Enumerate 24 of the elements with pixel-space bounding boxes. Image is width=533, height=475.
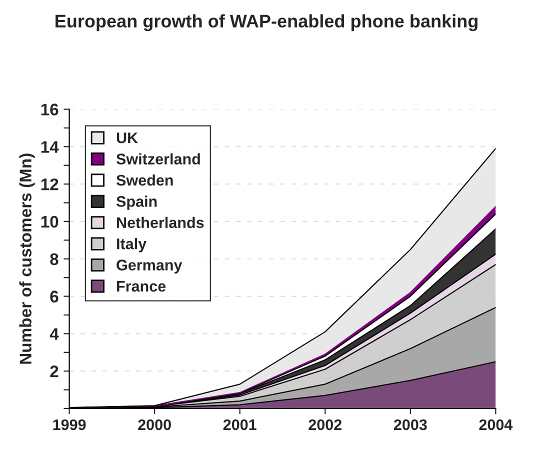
legend-label: Netherlands xyxy=(117,216,204,228)
legend-label: Italy xyxy=(117,238,146,252)
y-tick-label: 8 xyxy=(50,253,58,266)
legend-label: Sweden xyxy=(116,174,173,186)
chart-title: European growth of WAP-enabled phone banking xyxy=(56,14,478,32)
legend-label: Germany xyxy=(116,260,182,274)
y-tick-label: 14 xyxy=(41,141,59,153)
x-tick-label: 2003 xyxy=(394,419,427,430)
y-tick-label: 2 xyxy=(50,365,58,378)
x-tick-label: 2000 xyxy=(138,419,171,430)
y-axis-title: Number of customers (Mn) xyxy=(19,154,35,364)
x-tick-label: 1999 xyxy=(53,419,86,430)
legend-label: Switzerland xyxy=(116,153,200,164)
x-tick-label: 2002 xyxy=(308,419,342,430)
legend-label: Spain xyxy=(116,196,157,210)
y-tick-label: 4 xyxy=(50,328,59,340)
legend-label: France xyxy=(117,281,166,292)
x-tick-label: 2004 xyxy=(479,419,513,430)
x-tick-label: 2001 xyxy=(223,419,256,430)
y-tick-label: 10 xyxy=(41,216,58,228)
y-tick-label: 16 xyxy=(41,104,58,116)
y-tick-label: 12 xyxy=(41,178,58,190)
legend-label: UK xyxy=(116,132,138,144)
y-tick-label: 6 xyxy=(50,290,58,302)
